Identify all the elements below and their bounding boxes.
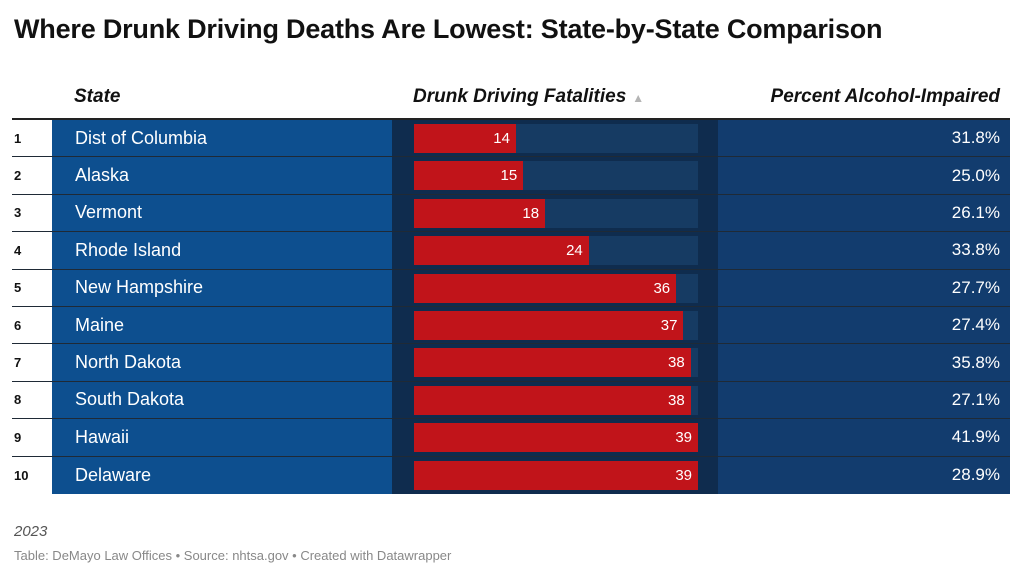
column-header-fatalities[interactable]: Drunk Driving Fatalities ▲ <box>413 86 644 108</box>
table-row: 10 Delaware 39 28.9% <box>12 456 1010 494</box>
fatalities-value: 38 <box>668 354 685 372</box>
fatalities-bar: 24 <box>414 236 589 266</box>
fatalities-bar: 14 <box>414 124 516 153</box>
column-header-state[interactable]: State <box>74 86 121 107</box>
bar-track: 24 <box>414 236 698 266</box>
fatalities-value: 36 <box>653 279 671 297</box>
table-row: 8 South Dakota 38 27.1% <box>12 381 1010 420</box>
row-percent: 33.8% <box>718 232 1010 269</box>
row-rank: 3 <box>12 194 52 232</box>
row-state: Alaska <box>52 157 392 194</box>
row-fatalities-cell: 39 <box>392 419 718 456</box>
fatalities-bar: 18 <box>414 198 546 228</box>
row-fatalities-cell: 18 <box>392 194 718 232</box>
fatalities-value: 15 <box>500 167 518 185</box>
table-row: 3 Vermont 18 26.1% <box>12 194 1010 233</box>
row-state: Rhode Island <box>52 232 392 269</box>
table-row: 6 Maine 37 27.4% <box>12 306 1010 345</box>
table-row: 5 New Hampshire 36 27.7% <box>12 269 1010 307</box>
fatalities-value: 37 <box>660 316 678 334</box>
row-state: Vermont <box>52 194 392 232</box>
fatalities-value: 38 <box>668 391 685 409</box>
sort-ascending-icon[interactable]: ▲ <box>632 91 645 105</box>
row-percent: 28.9% <box>718 456 1010 494</box>
table-source: Table: DeMayo Law Offices • Source: nhts… <box>14 548 452 563</box>
fatalities-bar: 39 <box>414 423 698 453</box>
data-table: State Drunk Driving Fatalities ▲ Percent… <box>12 80 1010 494</box>
column-header-percent[interactable]: Percent Alcohol-Impaired <box>770 86 1000 107</box>
table-body: 1 Dist of Columbia 14 31.8% 2 Alaska 15 25.0% 3 V… <box>12 120 1010 494</box>
fatalities-value: 39 <box>675 429 692 447</box>
row-fatalities-cell: 14 <box>392 120 718 157</box>
row-state: Hawaii <box>52 419 392 456</box>
row-state: North Dakota <box>52 344 392 381</box>
row-percent: 41.9% <box>718 419 1010 456</box>
row-percent: 27.1% <box>718 381 1010 419</box>
table-row: 2 Alaska 15 25.0% <box>12 157 1010 195</box>
fatalities-value: 18 <box>522 204 540 222</box>
bar-track: 36 <box>414 273 698 303</box>
row-state: New Hampshire <box>52 269 392 306</box>
bar-track: 14 <box>414 124 698 153</box>
table-row: 4 Rhode Island 24 33.8% <box>12 232 1010 270</box>
row-fatalities-cell: 39 <box>392 456 718 494</box>
row-percent: 25.0% <box>718 157 1010 194</box>
row-percent: 35.8% <box>718 344 1010 381</box>
bar-track: 39 <box>414 460 698 490</box>
fatalities-value: 24 <box>566 242 583 260</box>
row-fatalities-cell: 15 <box>392 157 718 194</box>
row-rank: 1 <box>12 120 52 157</box>
fatalities-bar: 38 <box>414 385 691 415</box>
row-state: Dist of Columbia <box>52 120 392 157</box>
row-rank: 9 <box>12 419 52 456</box>
bar-track: 38 <box>414 385 698 415</box>
row-percent: 26.1% <box>718 194 1010 232</box>
bar-track: 38 <box>414 348 698 378</box>
table-note: 2023 <box>14 523 48 540</box>
fatalities-bar: 38 <box>414 348 691 378</box>
row-state: Maine <box>52 306 392 344</box>
row-rank: 5 <box>12 269 52 306</box>
fatalities-bar: 37 <box>414 310 684 340</box>
chart-title: Where Drunk Driving Deaths Are Lowest: S… <box>14 14 883 44</box>
fatalities-value: 39 <box>675 466 692 484</box>
table-header: State Drunk Driving Fatalities ▲ Percent… <box>12 80 1010 120</box>
row-percent: 27.7% <box>718 269 1010 306</box>
table-row: 1 Dist of Columbia 14 31.8% <box>12 120 1010 158</box>
row-rank: 2 <box>12 157 52 194</box>
fatalities-bar: 39 <box>414 460 698 490</box>
bar-track: 15 <box>414 161 698 191</box>
table-row: 7 North Dakota 38 35.8% <box>12 344 1010 382</box>
row-fatalities-cell: 38 <box>392 344 718 381</box>
row-rank: 7 <box>12 344 52 381</box>
row-fatalities-cell: 24 <box>392 232 718 269</box>
row-fatalities-cell: 38 <box>392 381 718 419</box>
row-percent: 31.8% <box>718 120 1010 157</box>
fatalities-bar: 36 <box>414 273 677 303</box>
bar-track: 18 <box>414 198 698 228</box>
fatalities-bar: 15 <box>414 161 524 191</box>
table-row: 9 Hawaii 39 41.9% <box>12 419 1010 457</box>
row-fatalities-cell: 37 <box>392 306 718 344</box>
fatalities-value: 14 <box>493 130 510 147</box>
row-fatalities-cell: 36 <box>392 269 718 306</box>
row-state: South Dakota <box>52 381 392 419</box>
row-rank: 10 <box>12 456 52 494</box>
bar-track: 39 <box>414 423 698 453</box>
row-rank: 8 <box>12 381 52 419</box>
row-rank: 6 <box>12 306 52 344</box>
row-state: Delaware <box>52 456 392 494</box>
column-header-fatalities-label: Drunk Driving Fatalities <box>413 86 627 107</box>
row-percent: 27.4% <box>718 306 1010 344</box>
bar-track: 37 <box>414 310 698 340</box>
row-rank: 4 <box>12 232 52 269</box>
